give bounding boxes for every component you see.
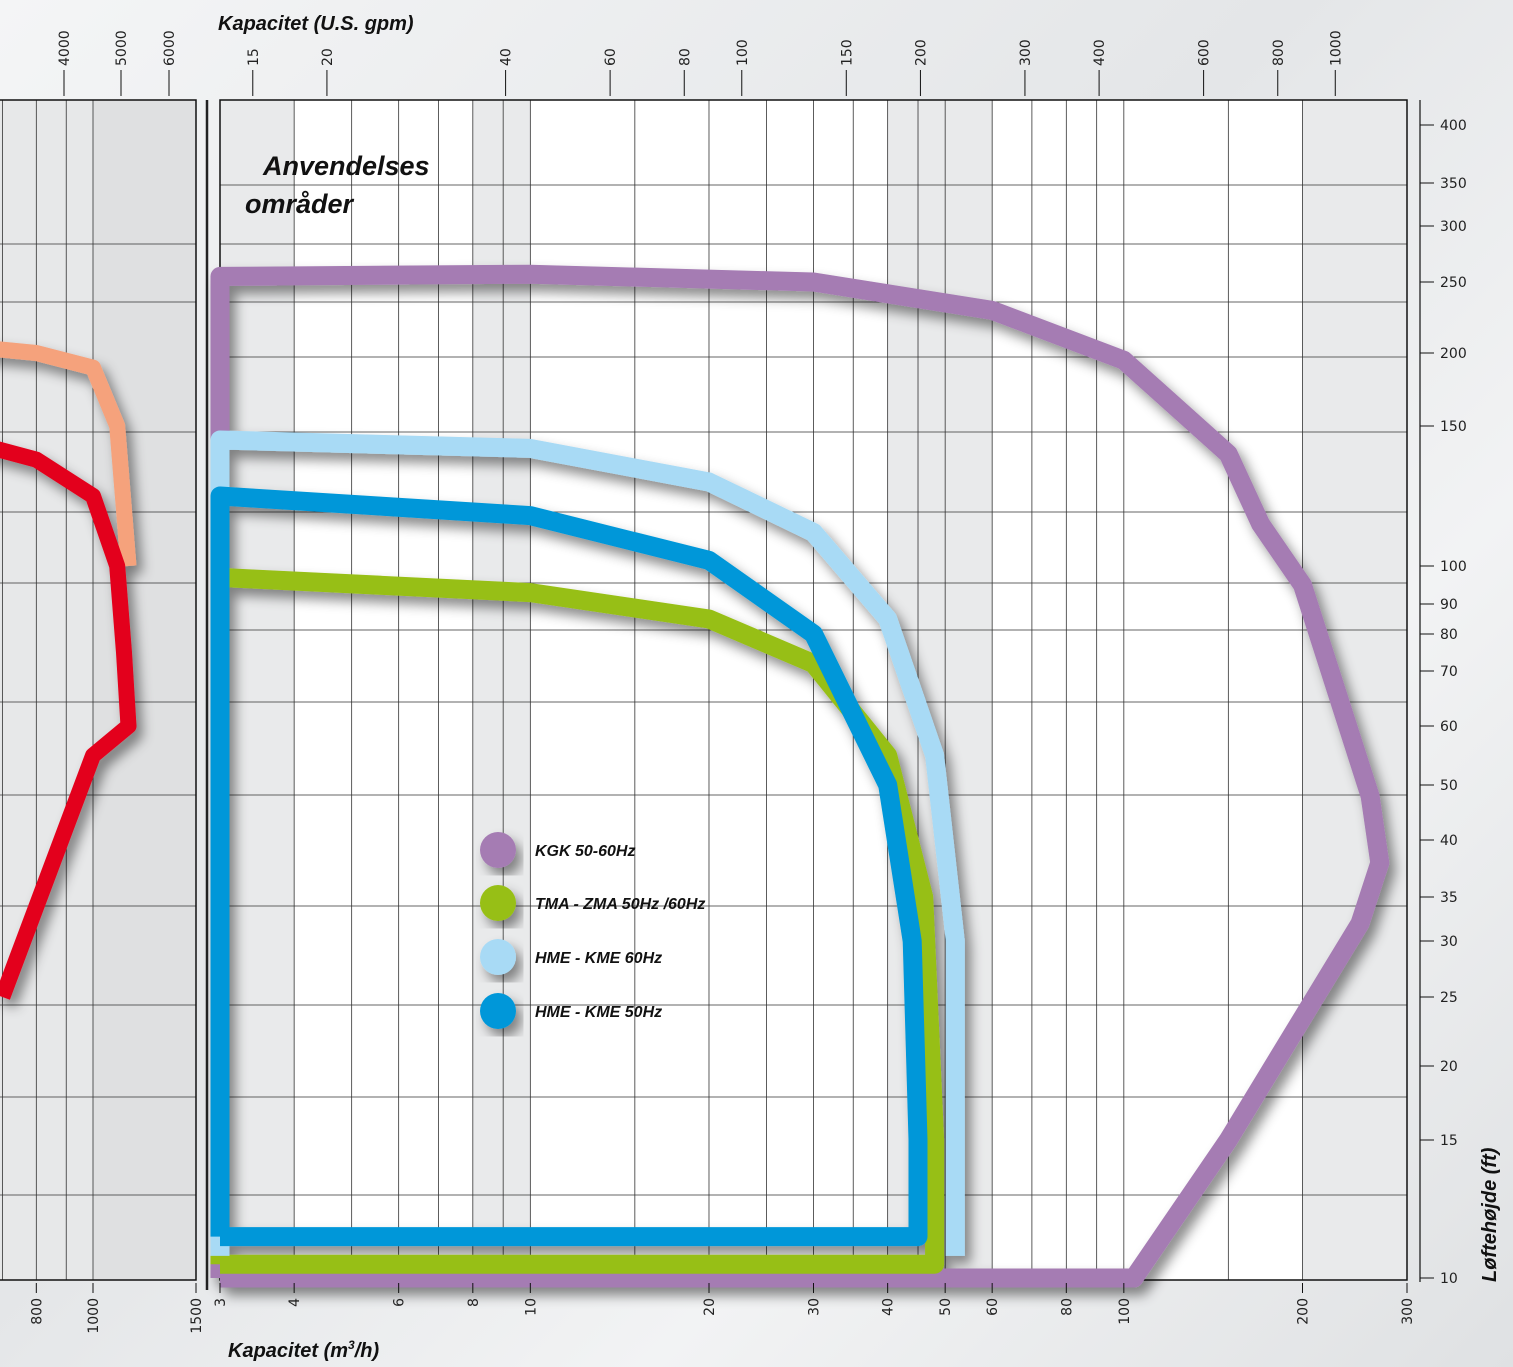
x2-tick-label: 300 <box>1018 39 1034 66</box>
x-tick-label: 200 <box>1295 1298 1311 1325</box>
x-tick-label: 6 <box>392 1298 408 1307</box>
x2-tick-label: 150 <box>839 39 855 66</box>
x2-tick-label: 80 <box>677 48 693 66</box>
y-tick-label: 10 <box>1440 1271 1458 1287</box>
x2-tick-label: 200 <box>913 39 929 66</box>
x2-tick-label: 800 <box>1271 39 1287 66</box>
series-line-3 <box>210 430 965 1256</box>
y-axis-title: Løftehøjde (ft) <box>1479 1147 1501 1282</box>
x2-tick-label: 100 <box>735 39 751 66</box>
x-tick-label: 40 <box>881 1298 897 1316</box>
y-tick-label: 50 <box>1440 778 1458 794</box>
shaded-band <box>220 100 295 1280</box>
x-axis-title: Kapacitet (m3/h) <box>228 1338 379 1362</box>
x-tick-label: 3 <box>213 1298 229 1307</box>
y-tick-label: 25 <box>1440 990 1458 1006</box>
legend-swatch <box>480 939 516 975</box>
x-tick-label: 300 <box>1400 1298 1416 1325</box>
y-tick-label: 400 <box>1440 118 1467 134</box>
x2-axis-title: Kapacitet (U.S. gpm) <box>218 13 414 35</box>
x-tick-label: 20 <box>702 1298 718 1316</box>
left-x2-tick-label: 4000 <box>57 30 73 66</box>
legend: KGK 50-60Hz TMA - ZMA 50Hz /60Hz HME - KME… <box>480 832 705 1029</box>
legend-label: TMA - ZMA 50Hz /60Hz <box>535 896 705 913</box>
legend-swatch <box>480 885 516 921</box>
legend-label: HME - KME 50Hz <box>535 1004 662 1021</box>
y-tick-label: 60 <box>1440 719 1458 735</box>
left-series-group <box>0 341 137 1000</box>
x2-tick-label: 60 <box>603 48 619 66</box>
legend-label: HME - KME 60Hz <box>535 950 662 967</box>
y-tick-label: 15 <box>1440 1133 1458 1149</box>
left-shaded-band <box>93 100 196 1280</box>
y-tick-label: 80 <box>1440 627 1458 643</box>
y-tick-label: 350 <box>1440 176 1467 192</box>
series-line-4 <box>210 486 928 1247</box>
y-tick-label: 100 <box>1440 559 1467 575</box>
left-series-line-2 <box>0 441 137 1000</box>
y-tick-label: 35 <box>1440 890 1458 906</box>
y-tick-label: 90 <box>1440 597 1458 613</box>
legend-swatch <box>480 993 516 1029</box>
chart-title-line-1: Anvendelses <box>262 151 430 181</box>
x-tick-label: 4 <box>287 1298 303 1307</box>
x2-tick-label: 600 <box>1197 39 1213 66</box>
main-series-group <box>210 264 1390 1288</box>
left-x-tick-label: 800 <box>29 1298 45 1325</box>
left-series-line-1 <box>0 341 137 567</box>
x2-tick-label: 15 <box>246 48 262 66</box>
x2-tick-label: 20 <box>320 48 336 66</box>
left-x2-tick-label: 5000 <box>114 30 130 66</box>
shaded-band <box>472 100 531 1280</box>
left-x-tick-label: 1500 <box>189 1298 205 1334</box>
y-tick-label: 30 <box>1440 934 1458 950</box>
x2-tick-label: 40 <box>499 48 515 66</box>
legend-label: KGK 50-60Hz <box>535 843 635 860</box>
left-tick-labels: 800 1000 1500 4000 5000 6000 <box>29 30 205 1333</box>
x-tick-label: 10 <box>523 1298 539 1316</box>
left-grid <box>0 99 197 1281</box>
y-tick-label: 250 <box>1440 275 1467 291</box>
left-plot-frame <box>0 99 197 1281</box>
y-tick-label: 20 <box>1440 1059 1458 1075</box>
left-x2-tick-label: 6000 <box>162 30 178 66</box>
y-tick-label: 40 <box>1440 833 1458 849</box>
chart-title-line-2: områder <box>245 189 355 219</box>
y-tick-label: 200 <box>1440 346 1467 362</box>
series-line-1 <box>210 264 1390 1288</box>
shaded-band <box>1302 100 1407 1280</box>
left-partial-chart: 800 1000 1500 4000 5000 6000 <box>0 30 205 1334</box>
legend-swatch <box>480 832 516 868</box>
left-x-tick-label: 1000 <box>86 1298 102 1334</box>
x-tick-label: 60 <box>985 1298 1001 1316</box>
main-chart: 10 15 20 25 30 35 40 50 60 70 80 90 100 150 200 250 300 3… <box>210 13 1501 1362</box>
x-tick-label: 8 <box>466 1298 482 1307</box>
y-tick-label: 150 <box>1440 419 1467 435</box>
x2-tick-label: 1000 <box>1328 30 1344 66</box>
x-tick-label: 50 <box>938 1298 954 1316</box>
x2-tick-label: 400 <box>1092 39 1108 66</box>
x-tick-label: 30 <box>807 1298 823 1316</box>
x-tick-label: 100 <box>1117 1298 1133 1325</box>
main-tick-labels: 10 15 20 25 30 35 40 50 60 70 80 90 100 150 200 250 300 3… <box>213 30 1467 1324</box>
x-tick-label: 80 <box>1059 1298 1075 1316</box>
y-tick-label: 300 <box>1440 219 1467 235</box>
y-tick-label: 70 <box>1440 664 1458 680</box>
